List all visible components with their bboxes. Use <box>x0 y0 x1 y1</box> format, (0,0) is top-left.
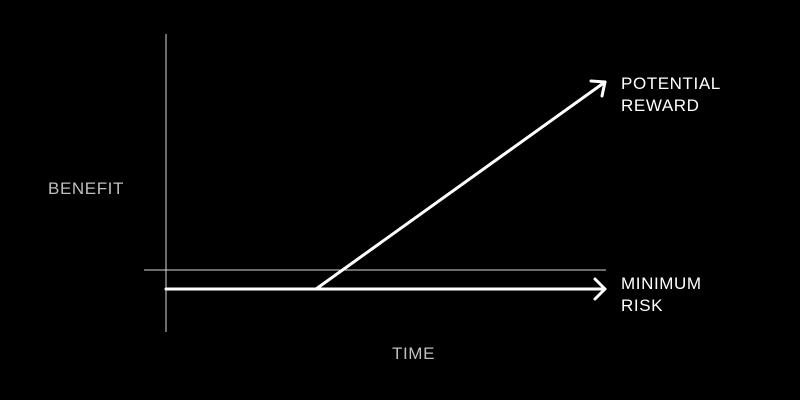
potential-reward-arrowhead <box>589 79 607 98</box>
potential-reward-arrow-shaft <box>314 80 607 291</box>
upper-arrow-label-line-2: REWARD <box>621 96 700 115</box>
y-axis-label: BENEFIT <box>48 179 124 198</box>
upper-arrow-label-line-1: POTENTIAL <box>621 74 721 93</box>
lower-arrow-label-line-2: RISK <box>621 296 663 315</box>
x-axis-label: TIME <box>392 344 435 363</box>
minimum-risk-arrowhead <box>593 277 607 301</box>
lower-arrow-label-line-1: MINIMUM <box>621 274 702 293</box>
